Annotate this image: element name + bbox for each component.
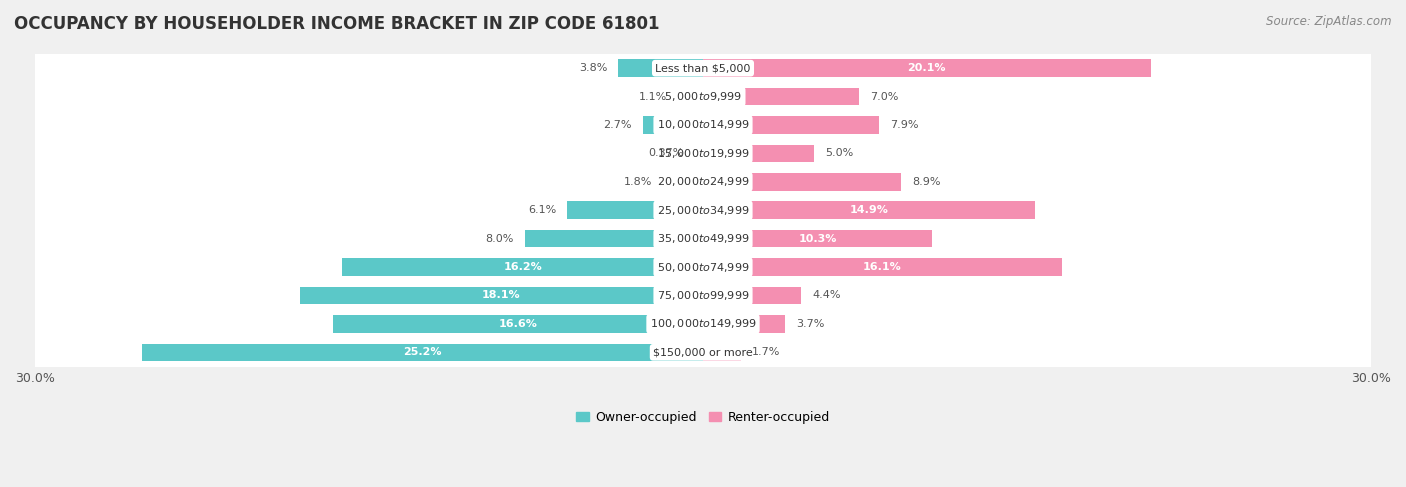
- Text: $100,000 to $149,999: $100,000 to $149,999: [650, 318, 756, 330]
- Bar: [703, 145, 814, 162]
- Text: 1.8%: 1.8%: [623, 177, 652, 187]
- Text: 18.1%: 18.1%: [482, 290, 520, 300]
- Text: 16.2%: 16.2%: [503, 262, 541, 272]
- Text: 1.1%: 1.1%: [640, 92, 668, 102]
- Text: 4.4%: 4.4%: [813, 290, 841, 300]
- Text: 10.3%: 10.3%: [799, 234, 837, 244]
- Text: $25,000 to $34,999: $25,000 to $34,999: [657, 204, 749, 217]
- Bar: [703, 173, 901, 190]
- Text: $50,000 to $74,999: $50,000 to $74,999: [657, 261, 749, 274]
- FancyBboxPatch shape: [31, 335, 1375, 370]
- Bar: [142, 343, 703, 361]
- FancyBboxPatch shape: [31, 108, 1375, 142]
- Text: 7.0%: 7.0%: [870, 92, 898, 102]
- FancyBboxPatch shape: [31, 79, 1375, 114]
- FancyBboxPatch shape: [31, 221, 1375, 256]
- Text: OCCUPANCY BY HOUSEHOLDER INCOME BRACKET IN ZIP CODE 61801: OCCUPANCY BY HOUSEHOLDER INCOME BRACKET …: [14, 15, 659, 33]
- Text: $35,000 to $49,999: $35,000 to $49,999: [657, 232, 749, 245]
- Text: 3.8%: 3.8%: [579, 63, 607, 73]
- Text: 16.6%: 16.6%: [499, 319, 537, 329]
- Bar: [662, 173, 703, 190]
- Text: 7.9%: 7.9%: [890, 120, 918, 130]
- Bar: [679, 88, 703, 105]
- Bar: [703, 343, 741, 361]
- Text: 20.1%: 20.1%: [907, 63, 946, 73]
- Text: 3.7%: 3.7%: [797, 319, 825, 329]
- Text: 25.2%: 25.2%: [404, 347, 441, 357]
- FancyBboxPatch shape: [31, 278, 1375, 313]
- FancyBboxPatch shape: [31, 307, 1375, 341]
- Text: 5.0%: 5.0%: [825, 149, 853, 158]
- Text: 14.9%: 14.9%: [849, 205, 889, 215]
- Text: 0.37%: 0.37%: [648, 149, 683, 158]
- Bar: [703, 116, 879, 134]
- Bar: [342, 258, 703, 276]
- Text: $5,000 to $9,999: $5,000 to $9,999: [664, 90, 742, 103]
- FancyBboxPatch shape: [31, 250, 1375, 284]
- Text: 6.1%: 6.1%: [527, 205, 555, 215]
- Text: $75,000 to $99,999: $75,000 to $99,999: [657, 289, 749, 302]
- FancyBboxPatch shape: [31, 51, 1375, 86]
- Text: 8.9%: 8.9%: [912, 177, 941, 187]
- Text: 16.1%: 16.1%: [863, 262, 901, 272]
- FancyBboxPatch shape: [31, 193, 1375, 227]
- Bar: [619, 59, 703, 77]
- Bar: [703, 202, 1035, 219]
- Bar: [703, 287, 801, 304]
- FancyBboxPatch shape: [31, 165, 1375, 199]
- Bar: [703, 315, 786, 333]
- Text: $10,000 to $14,999: $10,000 to $14,999: [657, 118, 749, 131]
- Text: Less than $5,000: Less than $5,000: [655, 63, 751, 73]
- Text: $150,000 or more: $150,000 or more: [654, 347, 752, 357]
- Bar: [567, 202, 703, 219]
- Bar: [695, 145, 703, 162]
- Bar: [333, 315, 703, 333]
- Text: $15,000 to $19,999: $15,000 to $19,999: [657, 147, 749, 160]
- Bar: [643, 116, 703, 134]
- Text: $20,000 to $24,999: $20,000 to $24,999: [657, 175, 749, 188]
- Text: 2.7%: 2.7%: [603, 120, 631, 130]
- Bar: [703, 88, 859, 105]
- Legend: Owner-occupied, Renter-occupied: Owner-occupied, Renter-occupied: [571, 406, 835, 429]
- Text: 1.7%: 1.7%: [752, 347, 780, 357]
- Bar: [703, 230, 932, 247]
- Text: 8.0%: 8.0%: [485, 234, 513, 244]
- Bar: [524, 230, 703, 247]
- Bar: [703, 258, 1062, 276]
- Text: Source: ZipAtlas.com: Source: ZipAtlas.com: [1267, 15, 1392, 28]
- FancyBboxPatch shape: [31, 136, 1375, 171]
- Bar: [299, 287, 703, 304]
- Bar: [703, 59, 1150, 77]
